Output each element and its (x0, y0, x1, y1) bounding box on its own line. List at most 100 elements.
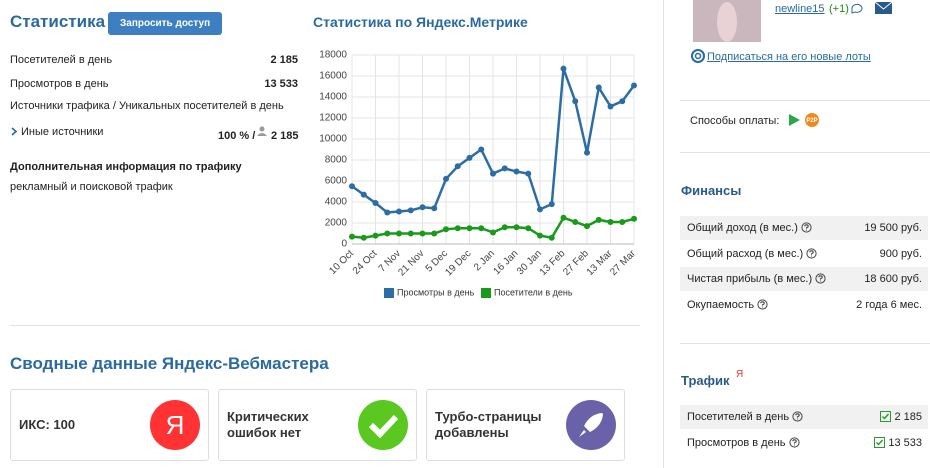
sources-header: Источники трафика / Уникальных посетител… (10, 100, 284, 112)
y-tick-label: 2000 (325, 218, 348, 229)
point (572, 218, 579, 225)
point (607, 218, 614, 225)
request-access-button[interactable]: Запросить доступ (108, 12, 223, 35)
point (419, 204, 426, 211)
seller-name[interactable]: newline15 (775, 3, 825, 15)
value-text: 2 185 (894, 411, 922, 423)
chat-icon[interactable] (851, 3, 863, 14)
row-label: Просмотров в день (687, 437, 800, 449)
p2p-label: P2P (806, 118, 817, 124)
chevron-icon[interactable] (11, 127, 17, 136)
value-text: 19 500 руб. (864, 222, 922, 234)
point (396, 208, 402, 215)
row-value: 13 533 (871, 436, 922, 449)
label-text: Посетителей в день (687, 411, 790, 423)
point (525, 225, 532, 232)
y-tick-label: 4000 (325, 197, 348, 208)
point (513, 224, 520, 231)
point (537, 206, 543, 213)
row-value: 19 500 руб. (864, 222, 922, 234)
source-label[interactable]: Иные источники (21, 126, 104, 138)
point (454, 225, 461, 232)
y-tick-label: 0 (341, 239, 347, 250)
point (584, 149, 590, 156)
y-tick-label: 12000 (319, 113, 347, 124)
y-tick-label: 16000 (319, 71, 347, 82)
point (407, 230, 414, 237)
point (490, 170, 496, 177)
point (560, 65, 567, 72)
row-label: Просмотров в день (10, 78, 109, 90)
point (631, 82, 637, 89)
icon-letter: Я (166, 410, 185, 440)
label-text: Чистая прибыль (в мес.) (687, 273, 813, 285)
help-icon[interactable] (806, 247, 817, 259)
payment-label: Способы оплаты: (690, 115, 780, 127)
subscribe-link[interactable]: Подписаться на его новые лоты (707, 51, 871, 63)
point (595, 216, 602, 223)
point (631, 215, 637, 222)
x-tick-label: 24 Oct (351, 248, 380, 277)
row-value: 2 185 (877, 411, 922, 423)
point (396, 230, 402, 237)
help-icon[interactable] (788, 436, 800, 448)
label-text: Окупаемость (687, 298, 755, 311)
seller-rating: (+1) (829, 3, 849, 15)
point (501, 165, 508, 172)
point (360, 191, 367, 198)
divider (680, 100, 930, 101)
divider (680, 152, 930, 153)
row-value: 900 руб. (880, 248, 922, 260)
point (548, 234, 555, 241)
chart-title: Статистика по Яндекс.Метрике (313, 14, 528, 30)
point (384, 209, 391, 216)
point (619, 98, 626, 105)
sidebar-border (663, 0, 664, 468)
point (466, 225, 473, 232)
webmaster-title: Сводные данные Яндекс-Вебмастера (10, 354, 329, 373)
point (407, 207, 414, 214)
table-row: Чистая прибыль (в мес.) 18 600 руб. (680, 267, 928, 291)
point (584, 223, 590, 230)
value-text: 900 руб. (879, 247, 922, 260)
point (595, 84, 602, 91)
traffic-badge: Я (736, 369, 744, 380)
row-label: Чистая прибыль (в мес.) (687, 273, 826, 285)
user-icon (257, 126, 267, 136)
point (372, 200, 379, 207)
row-value: 18 600 руб. (864, 273, 922, 285)
x-tick-label: 19 Dec (443, 248, 473, 278)
at-icon (691, 49, 705, 63)
row-label: Посетителей в день (10, 54, 113, 66)
card: Критических ошибок нет (218, 389, 417, 461)
table-row: Общий доход (в мес.) 19 500 руб. (680, 216, 928, 240)
x-tick-label: 16 Jan (491, 248, 520, 277)
help-icon[interactable] (792, 411, 803, 422)
traffic-title: Трафик (681, 373, 730, 388)
payment-icons: P2P (789, 113, 819, 127)
extra-text: рекламный и поисковой трафик (10, 181, 173, 193)
point (548, 201, 555, 208)
card-text: Критических ошибок нет (227, 409, 309, 440)
row-label: Общий расход (в мес.) (687, 248, 817, 260)
x-tick-label: 10 Oct (327, 248, 356, 277)
row-label: Окупаемость (687, 299, 768, 311)
divider (680, 343, 930, 344)
label-text: Общий расход (в мес.) (687, 247, 804, 260)
y-tick-label: 6000 (325, 176, 348, 187)
point (525, 170, 532, 177)
value-text: 13 533 (888, 436, 922, 449)
row-label: Посетителей в день (687, 411, 803, 423)
avatar[interactable] (693, 0, 761, 42)
point (360, 234, 367, 241)
yandex-icon: Я (150, 400, 200, 450)
help-icon[interactable] (757, 298, 768, 310)
point (431, 230, 438, 237)
help-icon[interactable] (801, 222, 812, 233)
label-text: Общий доход (в мес.) (687, 222, 798, 234)
table-row: Окупаемость 2 года 6 мес. (680, 293, 928, 317)
help-icon[interactable] (815, 273, 826, 284)
point (572, 98, 579, 105)
mail-icon[interactable] (875, 2, 892, 14)
